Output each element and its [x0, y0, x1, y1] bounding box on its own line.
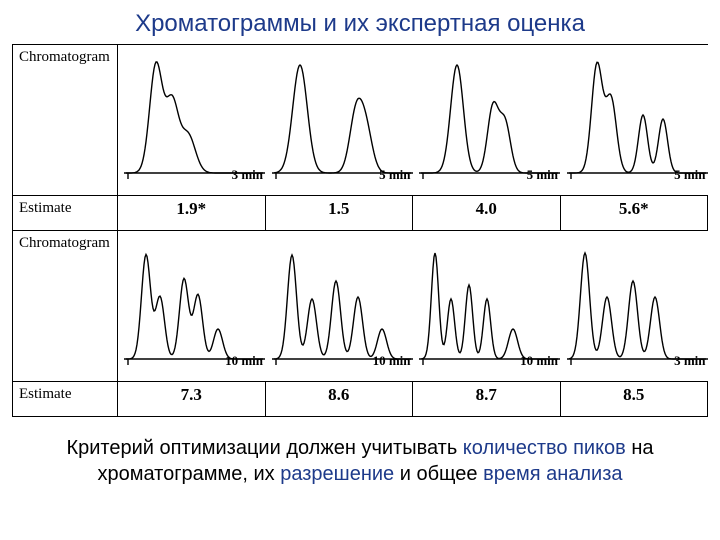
estimate-bottom-1: 8.6	[266, 382, 413, 408]
slide-title: Хроматограммы и их экспертная оценка	[0, 0, 720, 44]
caption-h3: время анализа	[483, 463, 622, 485]
caption-p1: Критерий оптимизации должен учитывать	[66, 437, 462, 459]
estimate-top-0: 1.9*	[118, 196, 265, 222]
trace-line	[569, 62, 706, 173]
time-label: 5 min	[674, 167, 705, 183]
estimate-bottom-0: 7.3	[118, 382, 265, 408]
estimate-bottom-2: 8.7	[413, 382, 560, 408]
panel-top-1: 5 min	[266, 45, 417, 195]
time-label: 10 min	[373, 353, 411, 369]
estimate-top-1: 1.5	[266, 196, 413, 222]
time-label: 5 min	[527, 167, 558, 183]
caption-h2: разрешение	[280, 463, 394, 485]
panel-bottom-3: 3 min	[561, 231, 712, 381]
time-label: 10 min	[225, 353, 263, 369]
panel-bottom-0: 10 min	[118, 231, 269, 381]
trace-line	[421, 65, 558, 173]
time-label: 10 min	[520, 353, 558, 369]
chromatogram-table: Chromatogram 3 min 5 min 5 min 5 min Est…	[12, 44, 708, 417]
row-label-estimate-1: Estimate	[13, 196, 118, 231]
caption-p3: и общее	[394, 463, 483, 485]
trace-line	[126, 62, 263, 173]
trace-line	[126, 255, 263, 360]
panel-top-2: 5 min	[413, 45, 564, 195]
row-label-chromo-2: Chromatogram	[13, 231, 118, 382]
trace-line	[569, 253, 706, 359]
panel-top-3: 5 min	[561, 45, 712, 195]
row-label-chromo-1: Chromatogram	[13, 45, 118, 196]
time-label: 3 min	[674, 353, 705, 369]
time-label: 5 min	[379, 167, 410, 183]
panel-top-0: 3 min	[118, 45, 269, 195]
caption: Критерий оптимизации должен учитывать ко…	[0, 417, 720, 487]
trace-line	[274, 65, 411, 173]
trace-line	[274, 255, 411, 359]
trace-line	[421, 253, 558, 359]
slide: Хроматограммы и их экспертная оценка Chr…	[0, 0, 720, 540]
estimate-bottom-3: 8.5	[561, 382, 708, 408]
panel-bottom-2: 10 min	[413, 231, 564, 381]
panel-bottom-1: 10 min	[266, 231, 417, 381]
caption-h1: количество пиков	[463, 437, 626, 459]
time-label: 3 min	[232, 167, 263, 183]
estimate-top-3: 5.6*	[561, 196, 708, 222]
estimate-top-2: 4.0	[413, 196, 560, 222]
row-label-estimate-2: Estimate	[13, 382, 118, 417]
